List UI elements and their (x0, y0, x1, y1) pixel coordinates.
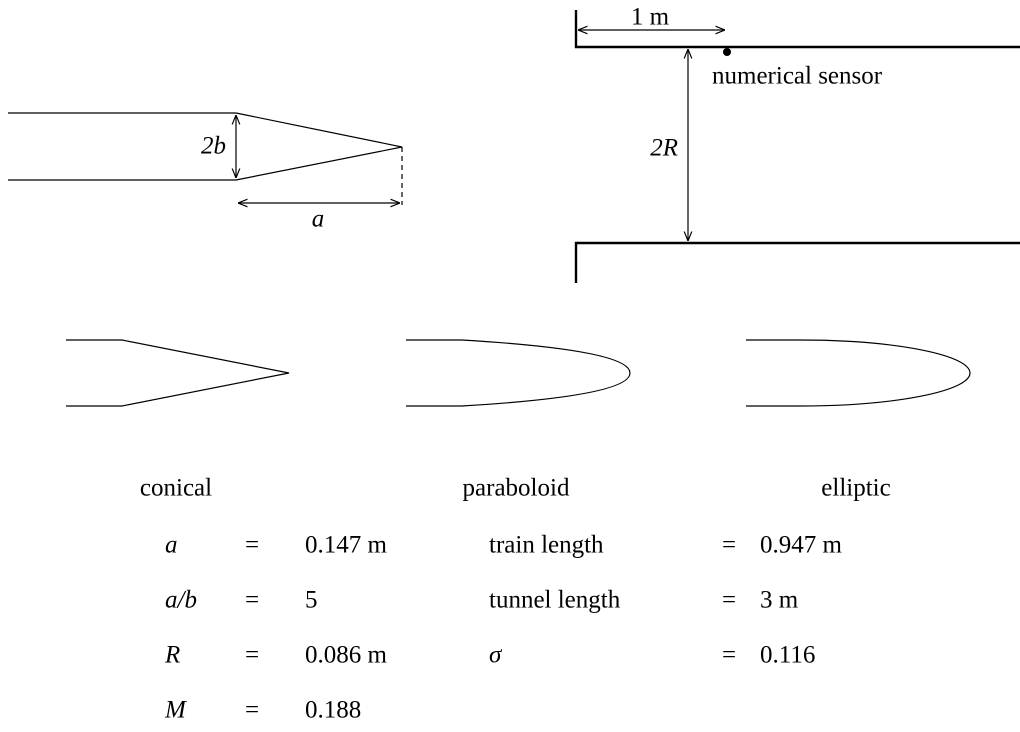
shape-label: elliptic (821, 475, 890, 502)
param-value: 0.147 m (305, 532, 388, 559)
height-label: 2R (650, 135, 678, 162)
param-value: 0.116 (760, 642, 815, 669)
param-name: a (165, 532, 178, 559)
elliptic-shape (746, 339, 971, 407)
param-name: M (164, 697, 187, 724)
distance-label: 1 m (631, 4, 670, 31)
param-value: 0.947 m (760, 532, 843, 559)
equals-sign: = (245, 697, 259, 724)
shape-label: paraboloid (463, 475, 570, 502)
param-name: R (164, 642, 180, 669)
equals-sign: = (245, 587, 259, 614)
param-name: σ (489, 642, 503, 669)
width-label: 2b (201, 133, 226, 160)
param-value: 3 m (760, 587, 799, 614)
equals-sign: = (245, 532, 259, 559)
sensor-label: numerical sensor (712, 63, 883, 90)
sensor-dot (723, 48, 731, 56)
param-value: 0.188 (305, 697, 361, 724)
shape-label: conical (140, 475, 212, 502)
param-name: a/b (165, 587, 197, 614)
tunnel-wall (574, 10, 1020, 49)
tunnel-wall (574, 241, 1020, 283)
length-label: a (312, 206, 325, 233)
equals-sign: = (245, 642, 259, 669)
param-value: 0.086 m (305, 642, 388, 669)
nose-diagram: 2b a (8, 112, 403, 233)
conical-shape (66, 339, 290, 407)
equals-sign: = (722, 587, 736, 614)
equals-sign: = (722, 642, 736, 669)
param-value: 5 (305, 587, 318, 614)
equals-sign: = (722, 532, 736, 559)
tunnel-diagram: 1 m numerical sensor 2R (574, 4, 1020, 283)
param-name: train length (489, 532, 604, 559)
parameter-table: a = 0.147 m a/b = 5 R = 0.086 m M = 0.188 train leng… (164, 532, 843, 724)
nose-shapes: conical paraboloid elliptic (66, 339, 971, 502)
paraboloid-shape (406, 339, 631, 407)
param-name: tunnel length (489, 587, 621, 614)
nose-cone (235, 112, 403, 181)
